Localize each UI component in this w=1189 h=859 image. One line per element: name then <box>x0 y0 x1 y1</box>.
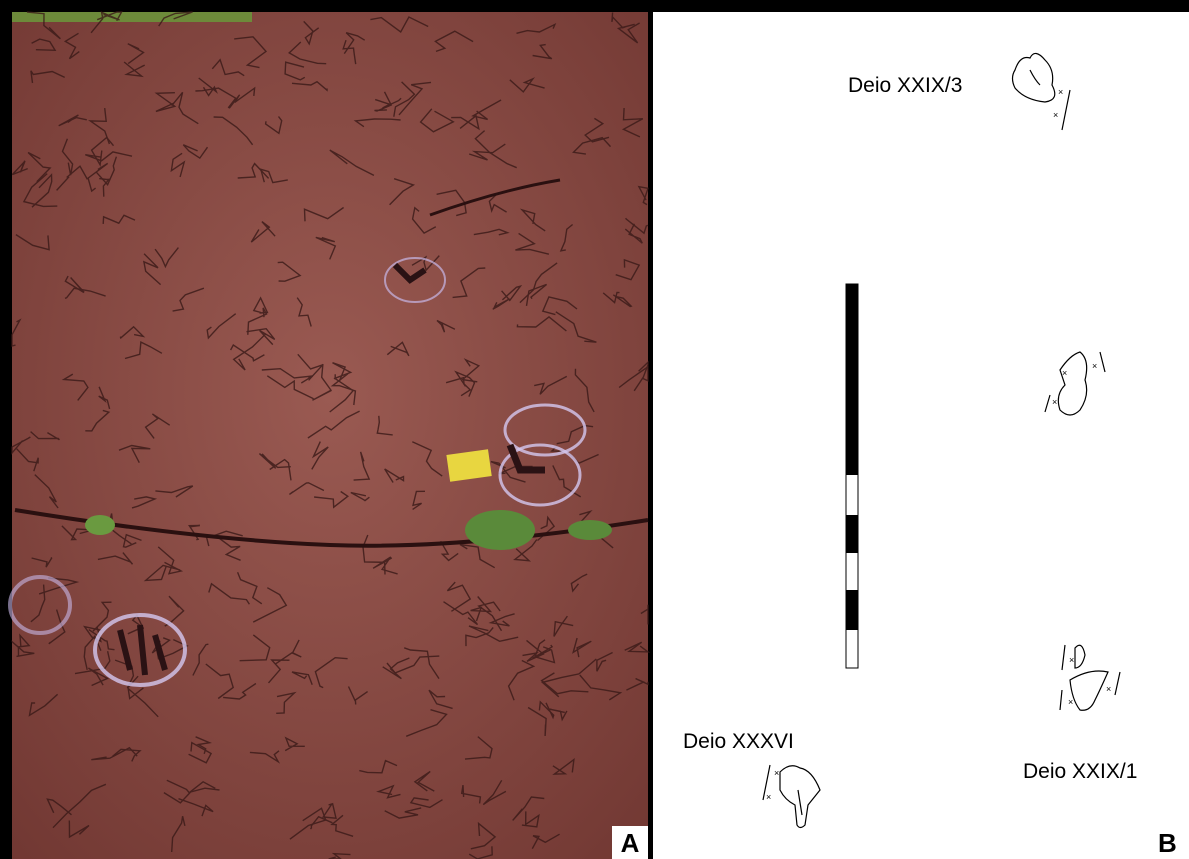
track-sketch: × × × <box>1045 352 1105 415</box>
svg-text:×: × <box>1092 361 1097 371</box>
scale-bar <box>846 284 858 668</box>
track-sketch: ×× <box>763 765 820 828</box>
track-sketch: ×× <box>1013 53 1071 130</box>
svg-text:×: × <box>1069 655 1074 665</box>
frame-left <box>0 0 12 859</box>
svg-text:×: × <box>1068 697 1073 707</box>
svg-text:×: × <box>1106 684 1111 694</box>
grass <box>568 520 612 540</box>
svg-text:×: × <box>1052 397 1057 407</box>
track-sketch: × × × <box>1060 645 1120 710</box>
svg-text:×: × <box>766 792 771 802</box>
svg-text:×: × <box>1058 87 1063 97</box>
track-label: Deio XXIX/1 <box>1023 760 1137 783</box>
track-label: Deio XXIX/3 <box>848 74 962 97</box>
panel-label: B <box>1158 828 1177 858</box>
figure: A Deio XXIX/3 ×× ××× ××× Deio XXXVI ×× D… <box>0 0 1189 859</box>
svg-text:×: × <box>1053 110 1058 120</box>
svg-text:×: × <box>774 768 779 778</box>
svg-text:×: × <box>1062 368 1067 378</box>
grass <box>85 515 115 535</box>
track-label: Deio XXXVI <box>683 730 794 753</box>
panel-divider <box>648 0 653 859</box>
photo: A <box>10 12 648 859</box>
panel-label: A <box>621 828 640 858</box>
grass-edge <box>12 12 252 22</box>
grass <box>465 510 535 550</box>
frame-top <box>0 0 1189 12</box>
